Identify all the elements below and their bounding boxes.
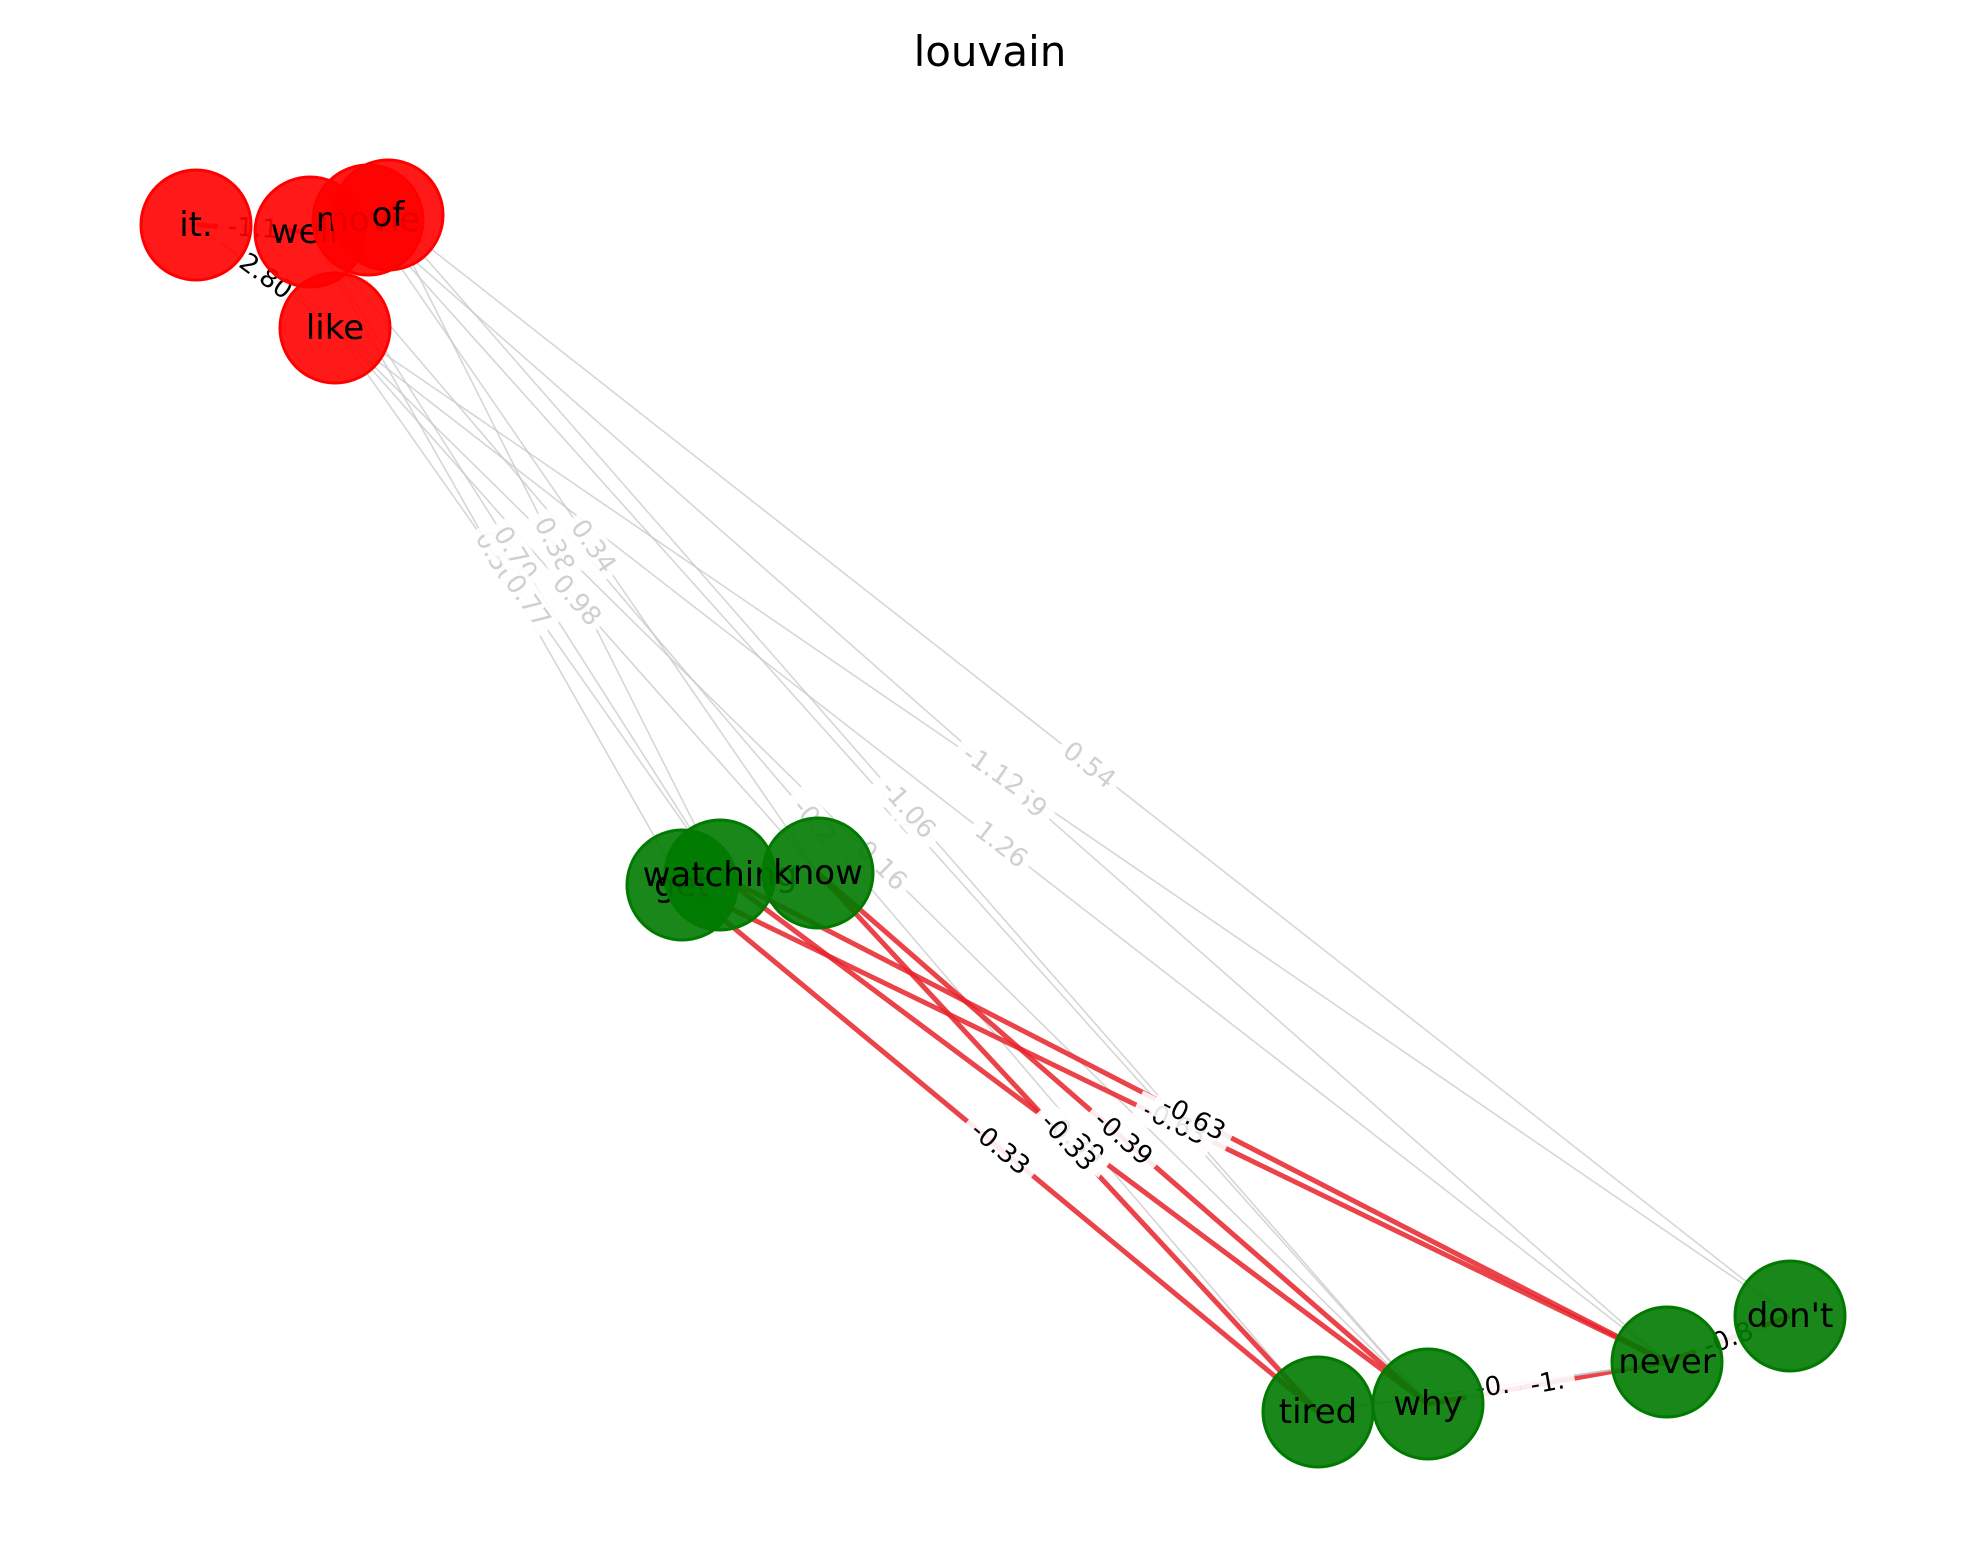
node-label: of bbox=[372, 195, 406, 235]
graph-title: louvain bbox=[914, 27, 1067, 76]
node-it: it. bbox=[139, 168, 253, 282]
node-circle bbox=[761, 816, 875, 930]
edge-label-background bbox=[1080, 1098, 1166, 1179]
node-circle bbox=[1371, 1347, 1485, 1461]
node-label: don't bbox=[1747, 1296, 1834, 1336]
node-circle bbox=[1610, 1305, 1724, 1419]
node-never: never bbox=[1610, 1305, 1724, 1419]
node-dont: don't bbox=[1733, 1259, 1847, 1373]
node-label: why bbox=[1393, 1384, 1462, 1424]
node-label: know bbox=[773, 853, 863, 893]
edge-label-background bbox=[1148, 1084, 1239, 1153]
node-circle bbox=[1733, 1259, 1847, 1373]
edges-layer bbox=[195, 214, 1791, 1414]
edge-label-background bbox=[1051, 731, 1127, 800]
node-why: why bbox=[1371, 1347, 1485, 1461]
node-label: it. bbox=[179, 205, 213, 245]
edge-label-background bbox=[494, 563, 561, 640]
edge-labels-layer: -1.12.800.500.700.340.380.770.98-1.2-0.2… bbox=[217, 210, 1767, 1407]
node-circle bbox=[331, 158, 445, 272]
node-circle bbox=[278, 271, 392, 385]
edge-label-background bbox=[227, 242, 304, 311]
edge-label-background bbox=[867, 766, 949, 853]
edge-label-background bbox=[523, 506, 585, 584]
edge-label-like-never: 1.26 bbox=[963, 810, 1039, 880]
node-like: like bbox=[278, 271, 392, 385]
edge-label-background bbox=[1027, 1100, 1109, 1185]
edge-label-background bbox=[1517, 1362, 1578, 1404]
nodes-layer: it.well,movieoflikegetwatchingknowtiredw… bbox=[139, 158, 1847, 1469]
node-label: like bbox=[306, 308, 364, 348]
node-circle bbox=[139, 168, 253, 282]
node-label: tired bbox=[1279, 1392, 1358, 1432]
node-tired: tired bbox=[1261, 1355, 1375, 1469]
edge-label-background bbox=[963, 810, 1039, 880]
node-of: of bbox=[331, 158, 445, 272]
edge-label-it-dont: -1.12 bbox=[948, 733, 1038, 808]
edge-label-why-never: -1. bbox=[1517, 1362, 1578, 1404]
edge-label-background bbox=[948, 733, 1038, 808]
edge-weight-label: -1.12 bbox=[957, 739, 1029, 802]
edge-label-background bbox=[957, 1109, 1043, 1188]
node-label: never bbox=[1618, 1342, 1716, 1382]
node-know: know bbox=[761, 816, 875, 930]
edge-label-background bbox=[541, 563, 612, 638]
edge-label-of-dont: 0.54 bbox=[1051, 731, 1127, 800]
edge-label-background bbox=[559, 508, 627, 585]
edge-weight-label: -1. bbox=[1528, 1365, 1567, 1400]
edge-label-background bbox=[482, 515, 548, 592]
